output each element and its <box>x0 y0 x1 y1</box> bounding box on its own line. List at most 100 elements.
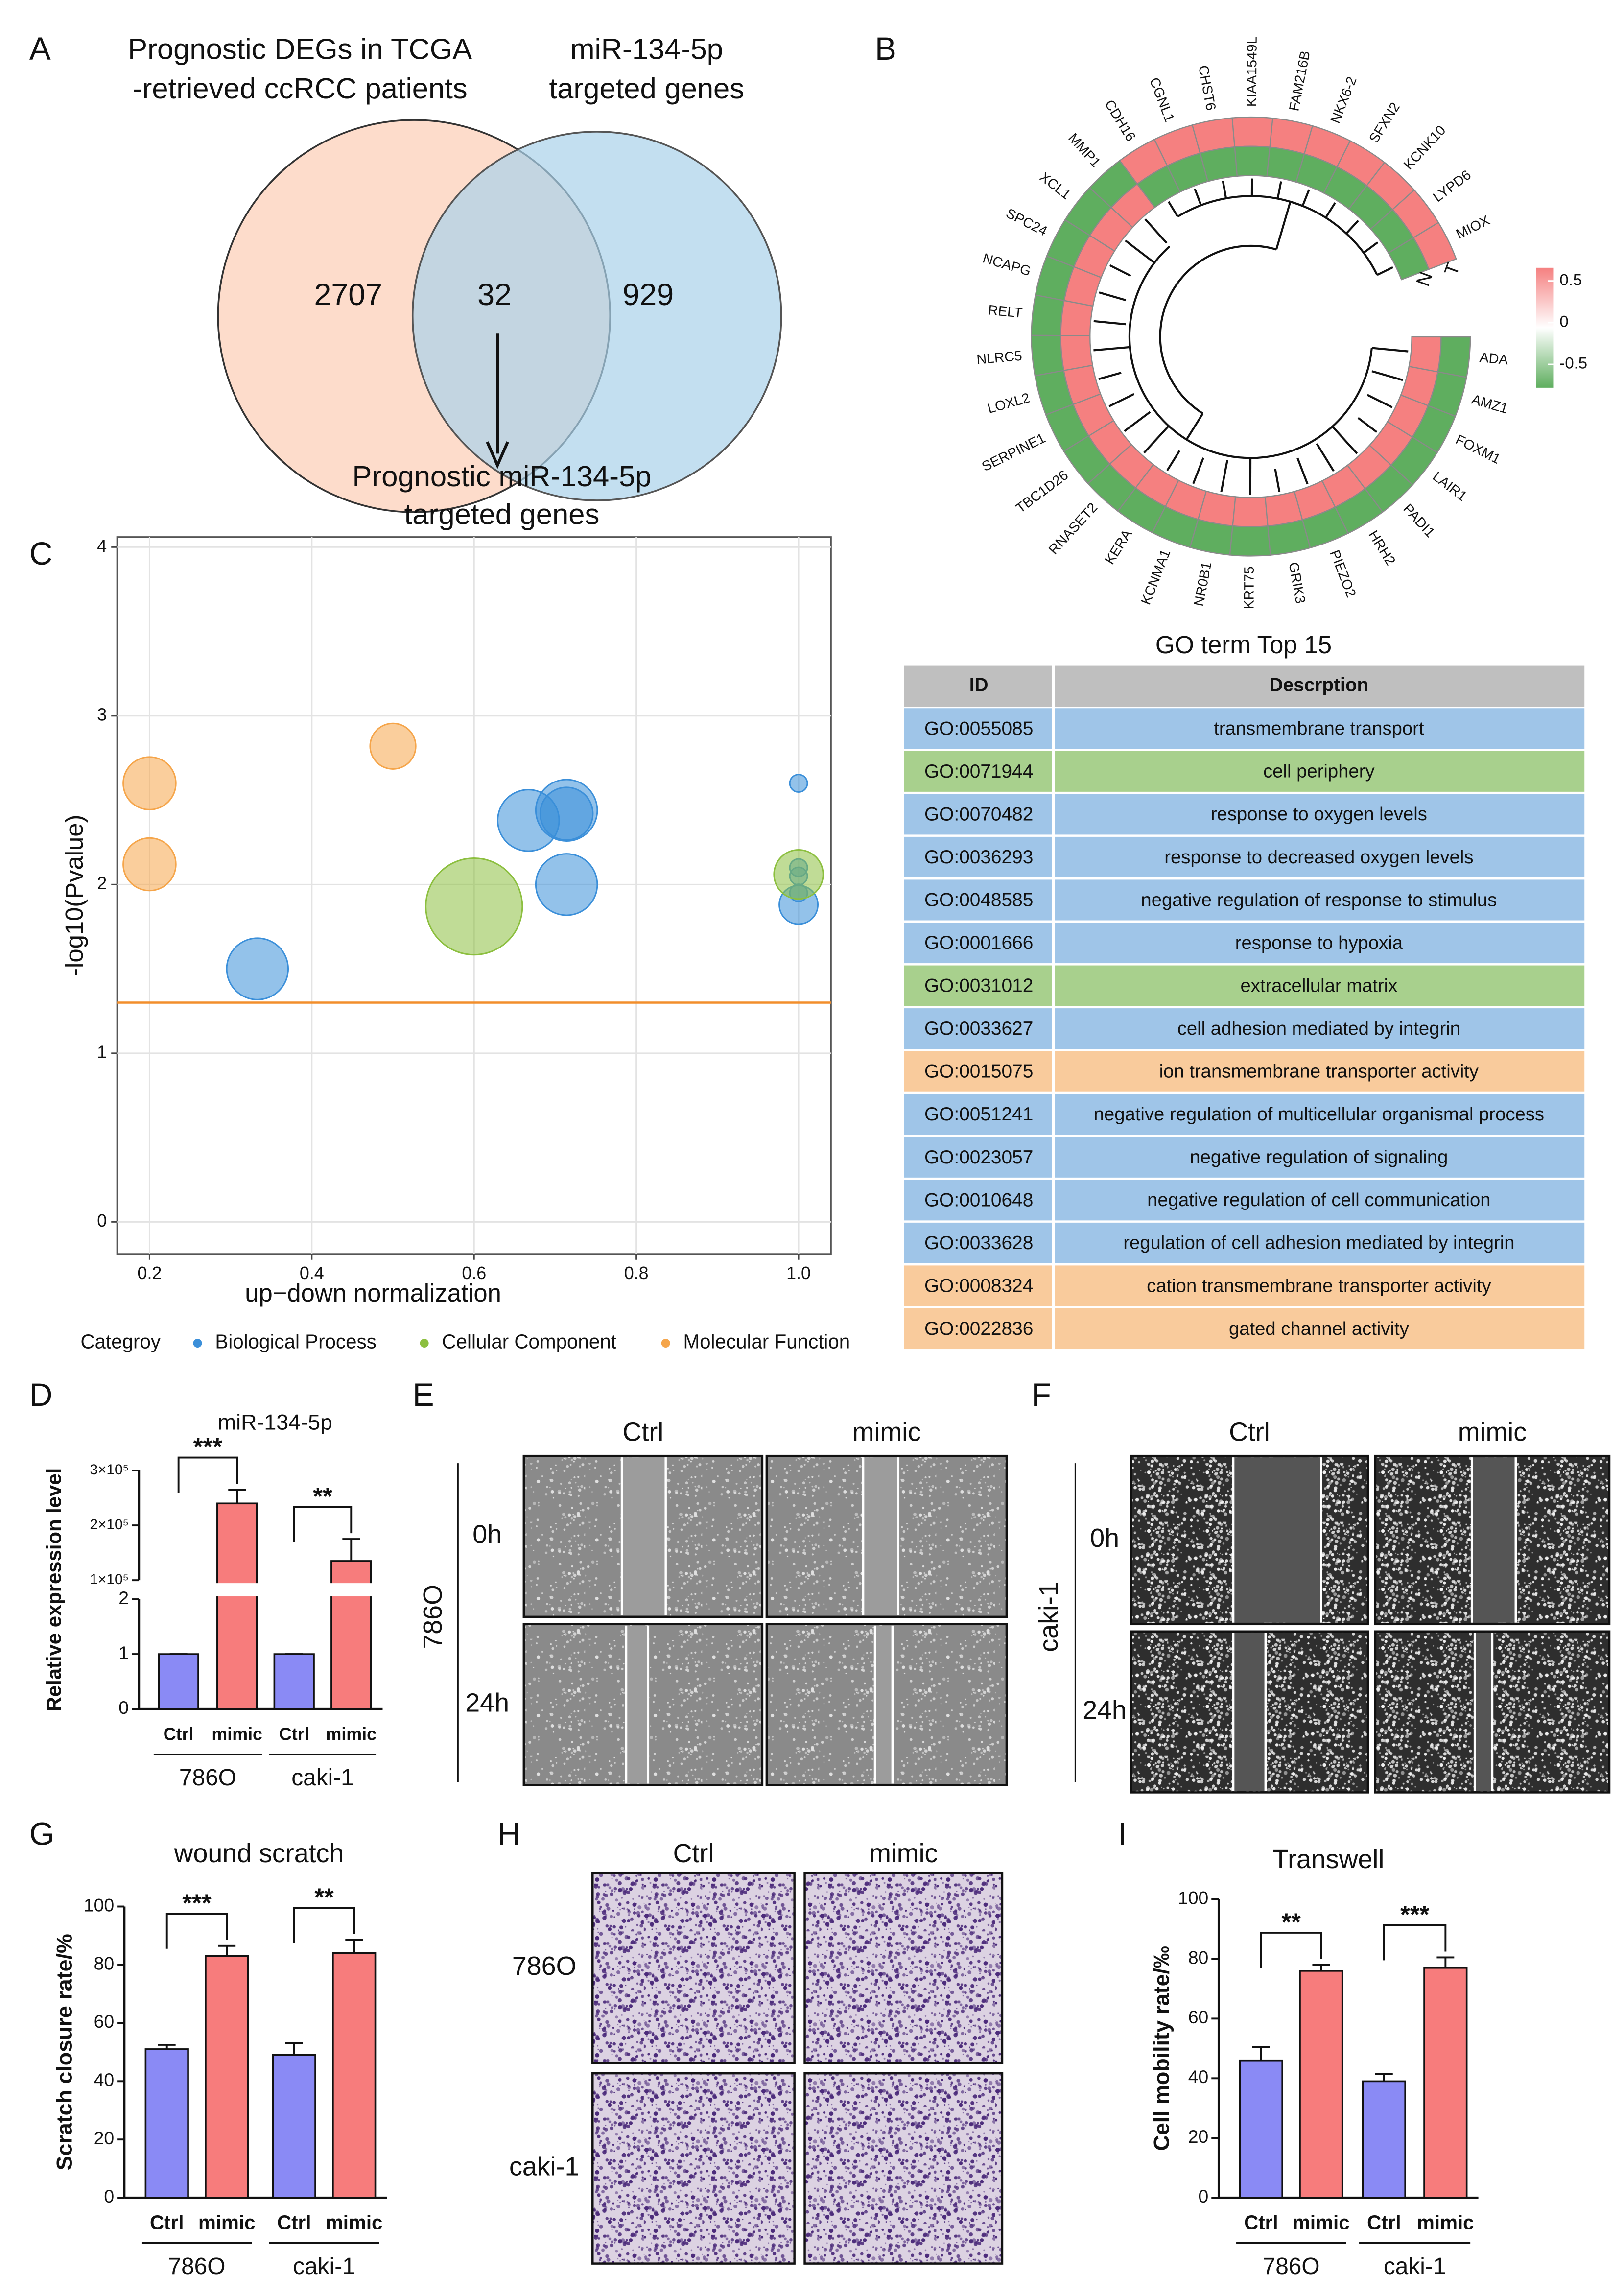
gene-label: NR0B1 <box>1191 561 1215 608</box>
group-label: caki-1 <box>293 2253 355 2276</box>
group-label: 786O <box>168 2253 226 2276</box>
significance-bracket <box>1260 1931 1322 1968</box>
table-cell <box>1055 1051 1585 1092</box>
side-label: 786O <box>418 1585 447 1649</box>
x-tick-label: 0.8 <box>624 1263 649 1283</box>
legend-swatch <box>193 1339 202 1348</box>
dendrogram <box>1185 413 1204 440</box>
table-cell <box>1055 836 1585 877</box>
gene-label: MIOX <box>1454 213 1492 242</box>
result-title: targeted genes <box>404 498 600 531</box>
column-label: Ctrl <box>623 1418 664 1447</box>
dendrogram <box>1345 220 1359 235</box>
legend-label: Biological Process <box>215 1330 377 1353</box>
y-tick-label: 40 <box>1188 2066 1209 2087</box>
y-tick-label: 1 <box>97 1042 107 1062</box>
heatmap-cell <box>1060 300 1094 336</box>
bar <box>332 1952 377 2199</box>
table-cell <box>1055 1180 1585 1221</box>
column-label: mimic <box>869 1839 938 1868</box>
category-label: Ctrl <box>1367 2211 1401 2234</box>
gene-label: LOXL2 <box>986 390 1032 417</box>
header-cell: ID <box>969 675 989 696</box>
dendrogram <box>1331 426 1358 454</box>
y-tick-label: 2 <box>97 874 107 893</box>
significance-bracket <box>177 1456 238 1493</box>
category-label: mimic <box>212 1724 262 1744</box>
column-label: Ctrl <box>1229 1418 1270 1447</box>
table-cell <box>904 1222 1052 1263</box>
bar <box>216 1502 258 1710</box>
table-header <box>1055 665 1585 707</box>
dendrogram <box>1276 181 1282 199</box>
dendrogram <box>1124 411 1151 432</box>
gene-label: SPC24 <box>1003 206 1050 239</box>
table-cell <box>1055 751 1585 792</box>
table-cell <box>904 879 1052 921</box>
dendrogram <box>1366 394 1393 408</box>
x-tick-label: 0.6 <box>462 1263 486 1283</box>
dendrogram <box>1098 372 1122 380</box>
chart-title: Transwell <box>1272 1845 1384 1874</box>
significance-bracket <box>293 1907 355 1943</box>
x-tick-label: 0.2 <box>138 1263 162 1283</box>
significance: ** <box>314 1883 334 1911</box>
heatmap-cell <box>1408 336 1442 373</box>
bar <box>1362 2080 1406 2199</box>
scratch-gap <box>1233 1633 1266 1791</box>
gene-label: LAIR1 <box>1430 469 1470 504</box>
x-tick-label: 1.0 <box>786 1263 811 1283</box>
x-tick-label: 0.4 <box>300 1263 324 1283</box>
significance-bracket <box>1383 1924 1447 1961</box>
dendrogram <box>1363 241 1379 254</box>
bubble <box>369 722 417 770</box>
bubble <box>425 857 523 956</box>
dendrogram <box>1274 469 1281 493</box>
go-term: regulation of cell adhesion mediated by … <box>1123 1233 1514 1254</box>
significance: *** <box>182 1889 212 1917</box>
panel-label: G <box>29 1815 54 1851</box>
table-cell <box>904 708 1052 749</box>
bar <box>273 1653 315 1710</box>
y-tick-label: 1 <box>118 1642 129 1663</box>
table-cell <box>904 1308 1052 1350</box>
table-cell <box>904 836 1052 877</box>
table-cell <box>904 1008 1052 1049</box>
dendrogram <box>1144 218 1168 244</box>
go-term: cell periphery <box>1263 761 1375 782</box>
table-cell <box>904 1137 1052 1178</box>
dendrogram <box>1125 239 1155 264</box>
dendrogram <box>1177 195 1378 276</box>
go-term: gated channel activity <box>1229 1318 1410 1339</box>
gene-label: KRT75 <box>1241 566 1257 609</box>
dendrogram <box>1376 266 1393 276</box>
go-id: GO:0051241 <box>924 1104 1033 1125</box>
y-tick-label: 1×10⁵ <box>90 1571 129 1588</box>
category-label: mimic <box>326 2211 383 2234</box>
column-label: mimic <box>852 1418 921 1447</box>
set-title: targeted genes <box>549 72 745 105</box>
dendrogram <box>1357 417 1378 433</box>
heatmap-cell <box>1060 335 1093 372</box>
category-label: mimic <box>326 1724 377 1744</box>
significance-bracket <box>165 1913 228 1949</box>
scratch-gap <box>874 1625 893 1784</box>
dendrogram <box>1166 450 1181 472</box>
dendrogram <box>1109 264 1131 277</box>
result-title: Prognostic miR-134-5p <box>352 460 651 493</box>
legend-label: Cellular Component <box>442 1330 616 1353</box>
micrograph <box>591 1872 796 2064</box>
gene-label: NLRC5 <box>976 348 1022 368</box>
heatmap-cell <box>1229 525 1271 557</box>
bar <box>158 1653 199 1710</box>
dendrogram <box>1143 425 1170 454</box>
significance-bracket <box>293 1506 353 1542</box>
table-cell <box>1055 1265 1585 1306</box>
gene-label: RELT <box>988 302 1023 321</box>
y-tick-label: 2 <box>118 1588 129 1608</box>
category-label: Ctrl <box>164 1724 194 1744</box>
ring-name: N <box>1412 269 1437 289</box>
heatmap-cell <box>1231 116 1273 148</box>
bar <box>1239 2059 1283 2199</box>
